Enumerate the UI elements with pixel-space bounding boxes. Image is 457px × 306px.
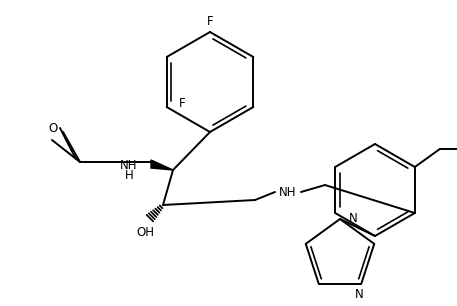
Text: NH: NH: [279, 185, 297, 199]
Text: F: F: [207, 14, 213, 28]
Text: O: O: [48, 121, 58, 135]
Text: H: H: [125, 169, 133, 181]
Polygon shape: [151, 160, 173, 170]
Text: N: N: [355, 288, 363, 300]
Text: OH: OH: [136, 226, 154, 238]
Text: N: N: [349, 212, 358, 226]
Text: NH: NH: [120, 159, 138, 171]
Text: F: F: [178, 96, 185, 110]
